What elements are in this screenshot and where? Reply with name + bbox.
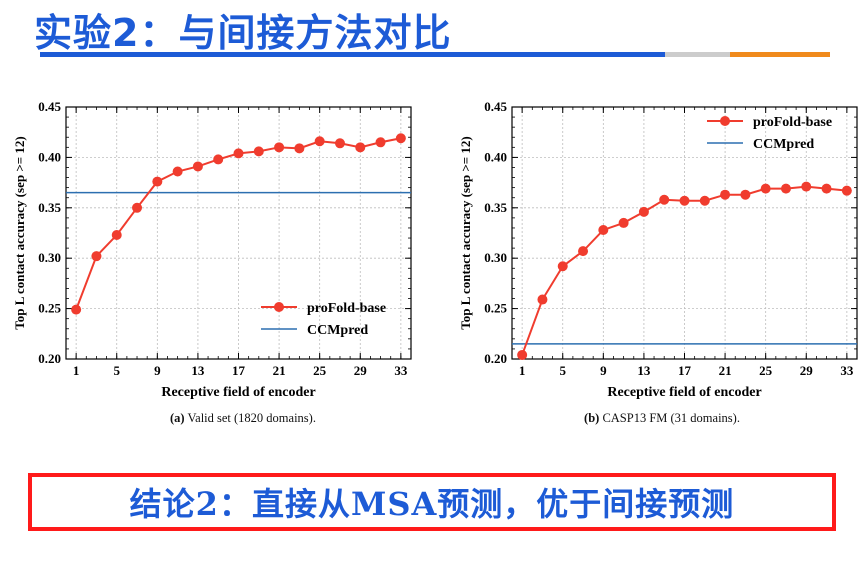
y-tick-label: 0.30 [38,250,61,265]
profold-point [91,251,102,262]
profold-point [537,294,548,305]
x-tick-label: 5 [113,363,120,378]
caption-text: CASP13 FM (31 domains). [602,411,740,425]
y-tick-label: 0.30 [484,250,507,265]
x-tick-label: 13 [191,363,205,378]
x-tick-label: 29 [354,363,368,378]
profold-point [111,230,122,241]
slide-title: 实验2：与间接方法对比 [34,11,452,55]
profold-point [71,304,82,315]
profold-point [598,224,609,235]
title-underline-blue [40,52,665,57]
profold-point [294,143,305,154]
y-tick-label: 0.40 [484,149,507,164]
profold-point [395,133,406,144]
chart-valid-set: 1 5 9 13 17 21 25 29 33 0.20 0.25 0.30 0.35 0.40 0.45 R… [8,95,428,435]
conclusion-box: 结论2：直接从MSA预测，优于间接预测 [28,473,836,531]
profold-point [557,261,568,272]
y-tick-label: 0.35 [484,200,507,215]
legend-profold-label: proFold-base [753,115,832,130]
profold-point [375,137,386,148]
x-tick-label: 33 [394,363,408,378]
profold-point [679,195,690,206]
caption-valid-set: (a) Valid set (1820 domains). [33,411,453,426]
x-tick-label: 29 [800,363,814,378]
profold-point [274,142,285,153]
legend-ccmpred-label: CCMpred [307,323,368,338]
x-tick-label: 1 [73,363,80,378]
x-tick-label: 9 [154,363,161,378]
profold-point [740,189,751,200]
y-tick-label: 0.20 [484,351,507,366]
profold-point [638,206,649,217]
conclusion-text: 结论2：直接从MSA预测，优于间接预测 [129,485,735,523]
profold-point [355,142,366,153]
plot-frame [65,106,412,360]
y-tick-label: 0.25 [484,301,507,316]
x-tick-label: 25 [759,363,773,378]
profold-point [780,183,791,194]
profold-point [132,202,143,213]
x-tick-label: 9 [600,363,607,378]
chart-casp13-fm: 1 5 9 13 17 21 25 29 33 0.20 0.25 0.30 0.35 0.40 0.45 R… [454,95,863,435]
y-tick-label: 0.20 [38,351,61,366]
profold-point [172,166,183,177]
title-underline-gray [665,52,730,57]
profold-point [618,217,629,228]
profold-point [720,189,731,200]
profold-point [192,161,203,172]
y-tick-label: 0.45 [484,99,507,114]
y-axis-label: Top L contact accuracy (sep >= 12) [458,136,473,329]
profold-point [233,148,244,159]
y-tick-label: 0.40 [38,149,61,164]
y-tick-label: 0.25 [38,301,61,316]
profold-point [760,183,771,194]
caption-label: (b) [584,411,600,425]
profold-point [578,246,589,257]
profold-point [801,181,812,192]
x-tick-label: 25 [313,363,327,378]
profold-point [334,138,345,149]
x-axis-label: Receptive field of encoder [607,385,761,400]
title-underline-orange [730,52,830,57]
profold-point [314,136,325,147]
legend-profold-label: proFold-base [307,301,386,316]
x-axis-label: Receptive field of encoder [161,385,315,400]
caption-casp13-fm: (b) CASP13 FM (31 domains). [452,411,863,426]
caption-text: Valid set (1820 domains). [187,411,316,425]
legend-profold-marker [274,302,284,312]
x-tick-label: 17 [232,363,246,378]
x-tick-label: 5 [559,363,566,378]
profold-point [213,154,224,165]
x-tick-label: 21 [273,363,286,378]
x-tick-label: 1 [519,363,526,378]
chart-valid-set-svg: 1 5 9 13 17 21 25 29 33 0.20 0.25 0.30 0.35 0.40 0.45 R… [12,99,412,400]
x-tick-label: 13 [637,363,651,378]
profold-point [517,349,528,360]
profold-point [841,185,852,196]
legend-ccmpred-label: CCMpred [753,137,814,152]
x-tick-label: 33 [840,363,854,378]
chart-casp13-fm-svg: 1 5 9 13 17 21 25 29 33 0.20 0.25 0.30 0.35 0.40 0.45 R… [458,99,858,400]
profold-point [699,195,710,206]
legend-profold-marker [720,116,730,126]
profold-point [821,183,832,194]
profold-point [253,146,264,157]
plot-frame [511,106,858,360]
y-axis-label: Top L contact accuracy (sep >= 12) [12,136,27,329]
caption-label: (a) [170,411,185,425]
x-tick-label: 21 [719,363,732,378]
x-tick-label: 17 [678,363,692,378]
profold-point [152,176,163,187]
y-tick-label: 0.45 [38,99,61,114]
profold-point [659,194,670,205]
y-tick-label: 0.35 [38,200,61,215]
